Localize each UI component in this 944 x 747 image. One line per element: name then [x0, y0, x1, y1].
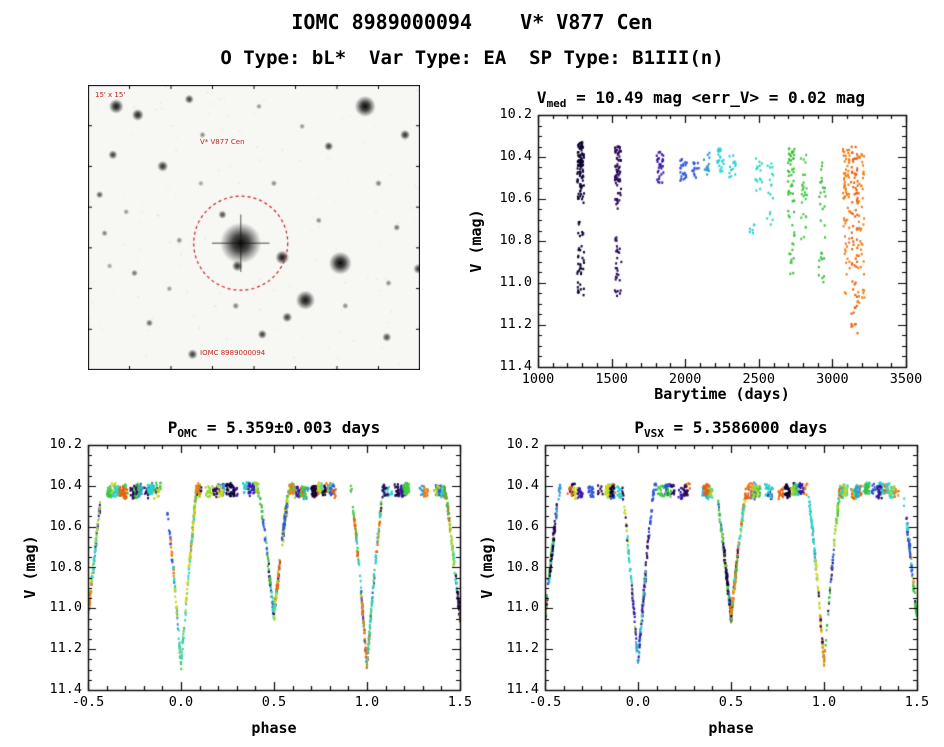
- finder-label-target: V* V877 Cen: [200, 138, 245, 146]
- y-tick-label: 10.4: [49, 476, 82, 493]
- y-tick-label: 10.6: [49, 517, 82, 534]
- finder-label-id: IOMC 8989000094: [200, 349, 266, 357]
- page-title: IOMC 8989000094 V* V877 Cen: [291, 10, 653, 34]
- y-tick-label: 10.2: [506, 436, 539, 452]
- x-tick-label: 3000: [816, 371, 849, 387]
- x-tick-label: 1.5: [904, 694, 930, 710]
- y-tick-label: 11.0: [499, 274, 532, 290]
- lightcurve-xlabel: Barytime (days): [654, 385, 790, 403]
- x-tick-label: 0.0: [625, 694, 651, 710]
- y-tick-label: 10.8: [49, 558, 82, 575]
- x-tick-label: 1.5: [447, 694, 473, 710]
- page-subtitle: O Type: bL* Var Type: EA SP Type: B1III(…: [220, 47, 724, 69]
- finder-chart-canvas: [88, 85, 420, 370]
- y-tick-label: 11.4: [499, 358, 532, 374]
- phase-vsx-plot: PVSX = 5.3586000 days V (mag) phase -0.5…: [467, 415, 937, 747]
- y-tick-label: 11.0: [506, 599, 539, 616]
- finder-label-scale: 15' x 15': [95, 91, 126, 99]
- y-tick-label: 10.2: [49, 436, 82, 452]
- x-tick-label: 2500: [742, 371, 776, 387]
- lightcurve-plot: Vmed = 10.49 mag <err_V> = 0.02 mag V (m…: [456, 85, 944, 407]
- y-tick-label: 10.4: [506, 476, 539, 493]
- x-tick-label: 1.0: [354, 694, 380, 710]
- y-tick-label: 11.4: [49, 681, 82, 697]
- x-tick-label: -0.5: [71, 694, 105, 710]
- y-tick-label: 10.8: [506, 558, 539, 575]
- phase-omc-canvas: [10, 415, 480, 747]
- x-tick-label: -0.5: [528, 694, 562, 710]
- phase-omc-xlabel: phase: [251, 719, 297, 737]
- lightcurve-ylabel: V (mag): [467, 209, 485, 273]
- x-tick-label: 0.5: [718, 694, 744, 710]
- x-tick-label: 3500: [889, 371, 923, 387]
- y-tick-label: 10.8: [499, 232, 532, 248]
- x-tick-label: 0.5: [261, 694, 287, 710]
- y-tick-label: 10.6: [506, 517, 539, 534]
- y-tick-label: 11.0: [49, 599, 82, 616]
- y-tick-label: 11.4: [506, 681, 539, 697]
- y-tick-label: 11.2: [506, 640, 539, 657]
- lightcurve-title: Vmed = 10.49 mag <err_V> = 0.02 mag: [536, 88, 866, 111]
- phase-omc-plot: POMC = 5.359±0.003 days V (mag) phase -0…: [10, 415, 480, 747]
- x-tick-label: 1500: [595, 371, 628, 387]
- y-tick-label: 10.4: [499, 148, 532, 164]
- y-tick-label: 10.6: [499, 190, 532, 206]
- x-tick-label: 1.0: [811, 694, 837, 710]
- y-tick-label: 11.2: [49, 640, 82, 657]
- x-tick-label: 0.0: [168, 694, 194, 710]
- x-tick-label: 2000: [668, 371, 702, 387]
- lightcurve-canvas: [456, 85, 944, 407]
- y-tick-label: 11.2: [499, 316, 532, 332]
- x-tick-label: 1000: [521, 371, 555, 387]
- y-tick-label: 10.2: [499, 106, 532, 122]
- phase-omc-title: POMC = 5.359±0.003 days: [167, 418, 381, 441]
- finder-chart: 15' x 15' V* V877 Cen IOMC 8989000094: [88, 85, 420, 370]
- phase-vsx-xlabel: phase: [708, 719, 754, 737]
- phase-vsx-canvas: [467, 415, 937, 747]
- phase-vsx-title: PVSX = 5.3586000 days: [634, 418, 828, 441]
